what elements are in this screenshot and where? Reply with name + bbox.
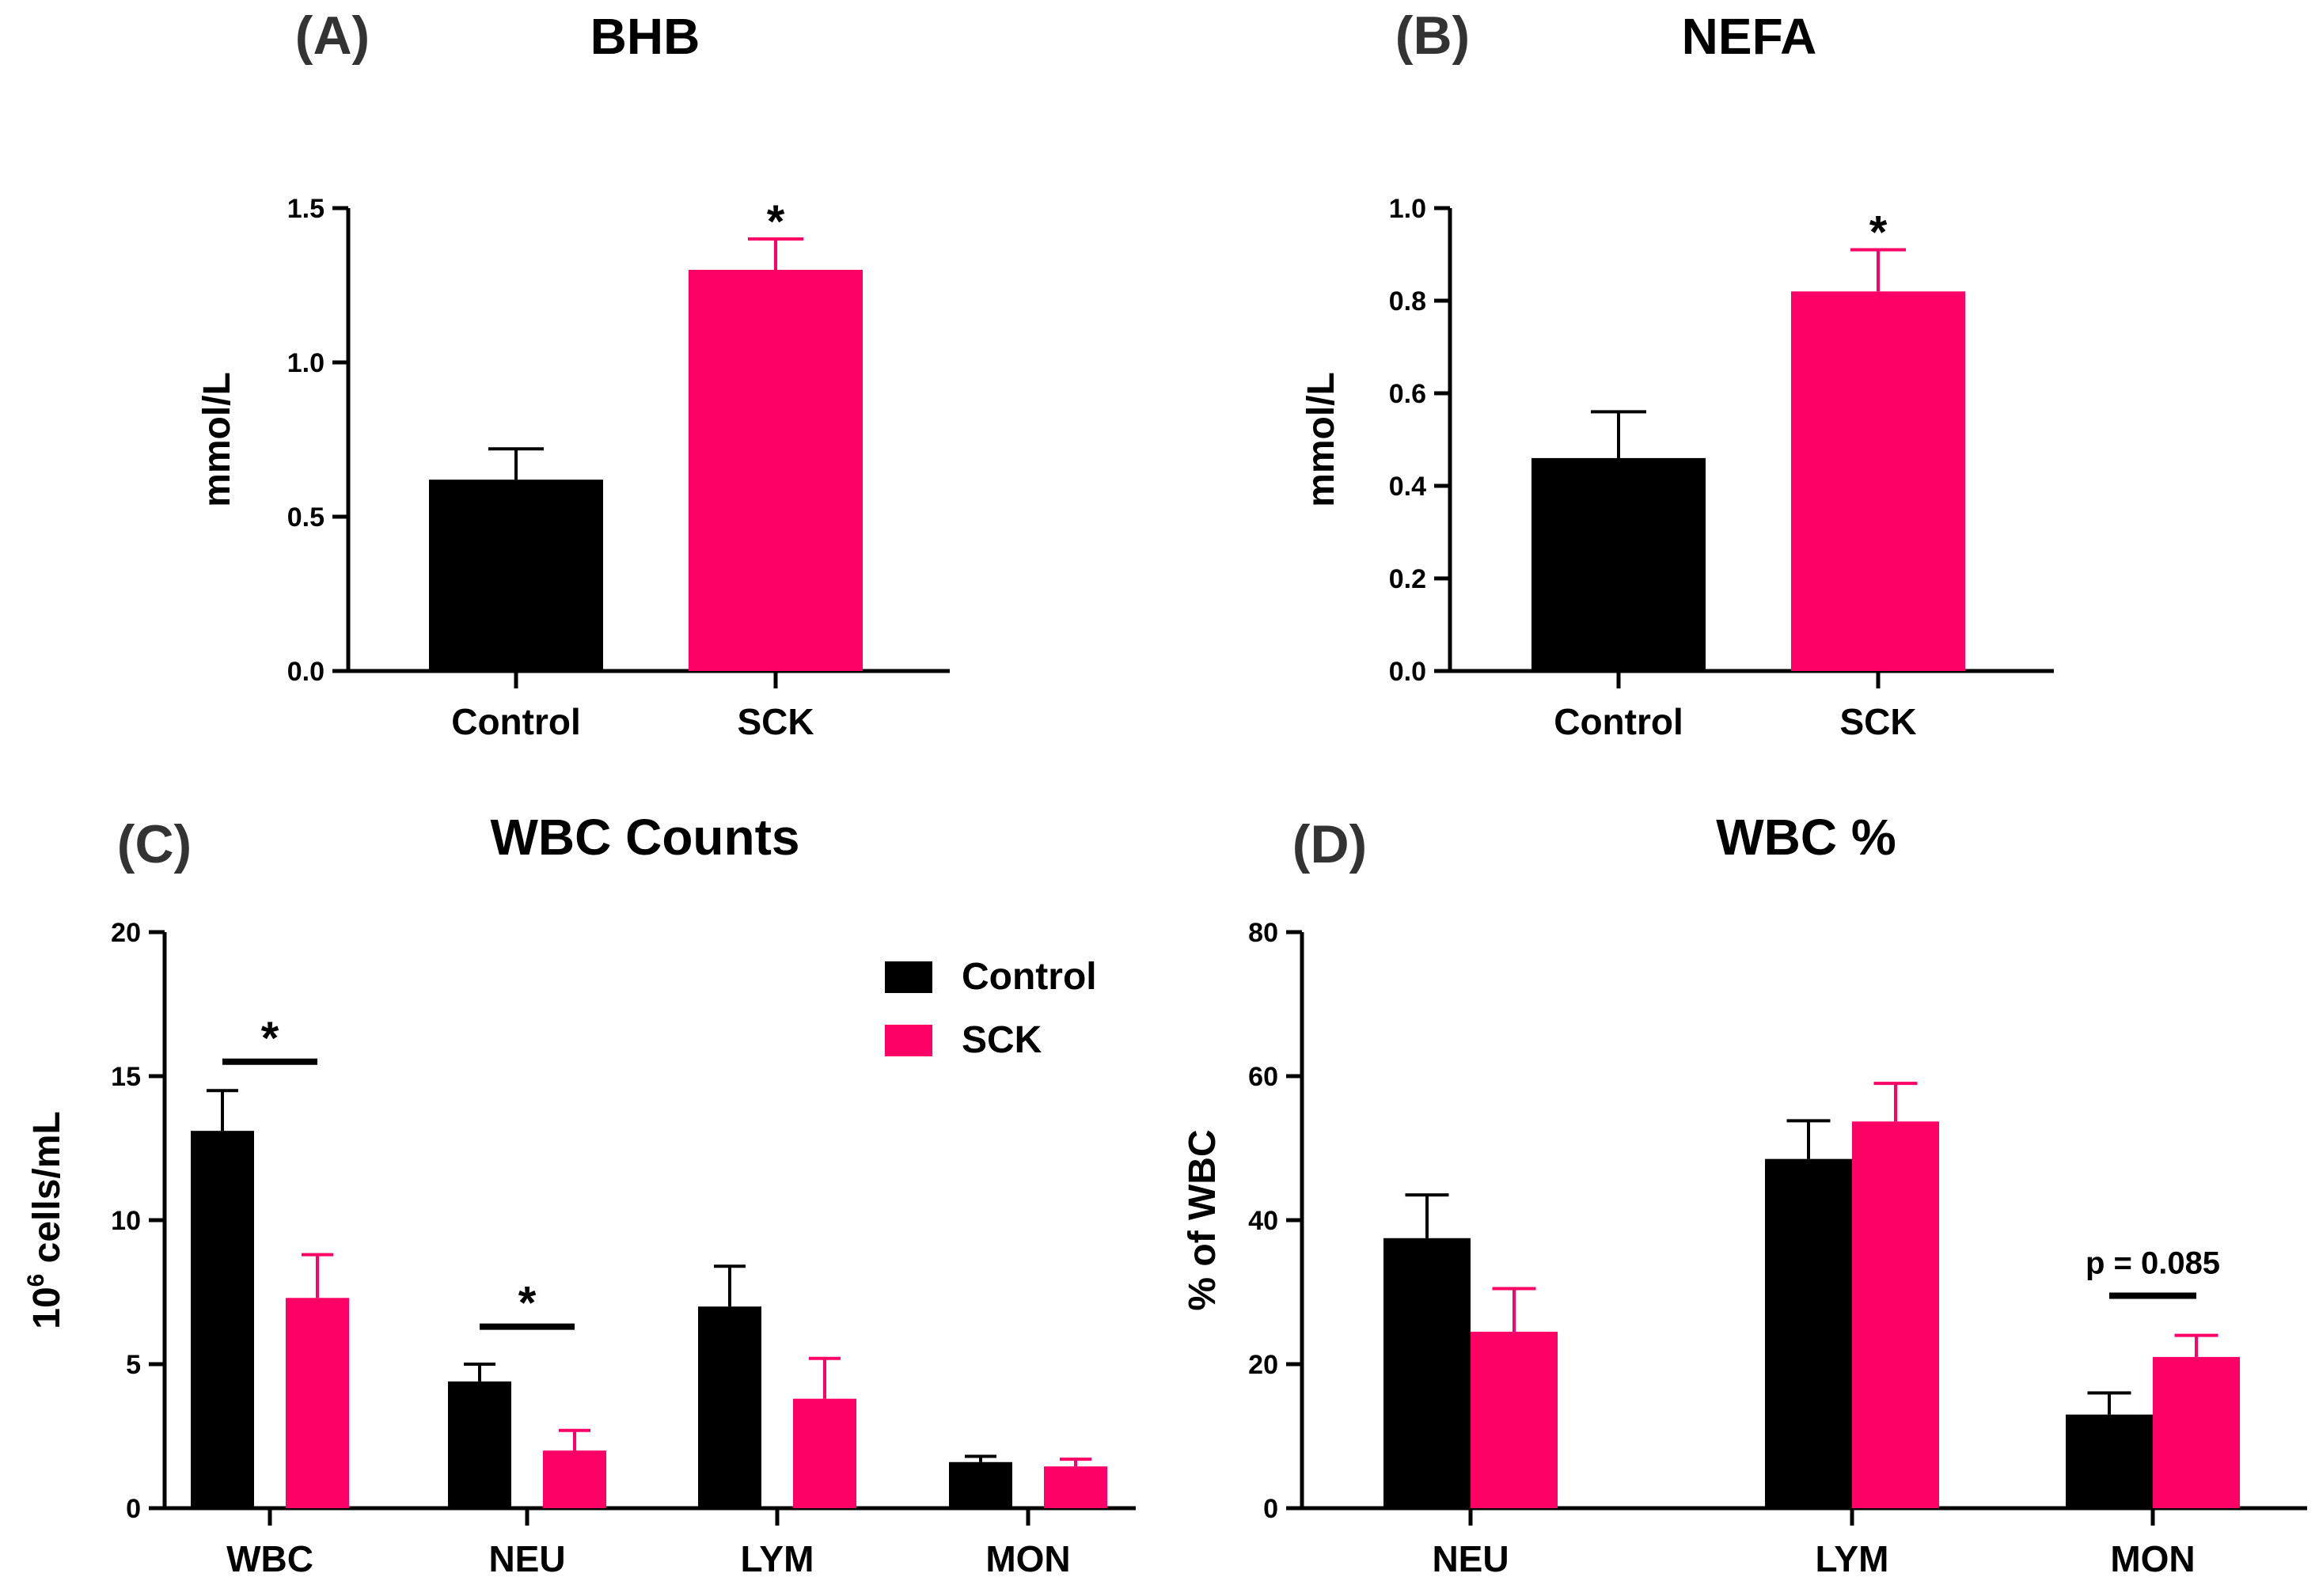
y-tick-label: 0.2 xyxy=(1389,564,1426,594)
chart-title: WBC Counts xyxy=(490,809,799,866)
x-tick-label: SCK xyxy=(737,701,814,742)
bar-control-neu xyxy=(448,1381,511,1508)
y-tick-label: 0.8 xyxy=(1389,286,1426,317)
panel-a: (A) BHB 0.0 0.5 1.0 1.5 mmol/L Control SCK * xyxy=(196,6,950,742)
y-tick-label: 15 xyxy=(111,1062,141,1092)
x-tick-label: WBC xyxy=(226,1538,313,1579)
bar-control-lym xyxy=(698,1306,761,1508)
significance-star: * xyxy=(767,196,785,248)
p-value-label: p = 0.085 xyxy=(2086,1246,2220,1281)
y-tick-label: 40 xyxy=(1248,1206,1278,1236)
y-tick-label: 60 xyxy=(1248,1062,1278,1092)
legend: Control SCK xyxy=(885,956,1097,1061)
bar-sck-neu xyxy=(1471,1332,1558,1508)
bar-sck-lym xyxy=(793,1398,856,1508)
y-axis-label: % of WBC xyxy=(1182,1129,1224,1310)
y-axis-label: mmol/L xyxy=(1300,372,1342,507)
panel-label: (A) xyxy=(295,6,370,66)
significance-star: * xyxy=(1869,207,1888,259)
y-tick-label: 1.0 xyxy=(1389,194,1426,224)
y-tick-label: 0 xyxy=(1263,1494,1278,1524)
x-tick-label: MON xyxy=(985,1538,1070,1579)
y-tick-label: 20 xyxy=(111,918,141,948)
y-axis-label: mmol/L xyxy=(196,372,238,507)
x-tick-label: Control xyxy=(451,701,581,742)
bar-sck-sck xyxy=(689,270,863,671)
bar-control-lym xyxy=(1765,1158,1852,1508)
y-tick-label: 0.0 xyxy=(287,657,325,687)
y-tick-label: 20 xyxy=(1248,1350,1278,1380)
legend-swatch-sck xyxy=(885,1025,932,1056)
legend-label-sck: SCK xyxy=(962,1019,1042,1061)
x-tick-label: MON xyxy=(2110,1538,2195,1579)
y-tick-label: 0.4 xyxy=(1389,472,1426,502)
bar-control-control xyxy=(1531,457,1706,671)
y-axis-label-unit: cells/mL xyxy=(26,1111,68,1273)
bar-sck-mon xyxy=(2153,1356,2240,1508)
y-tick-label: 0 xyxy=(126,1494,141,1524)
bar-sck-wbc xyxy=(286,1298,349,1508)
legend-swatch-control xyxy=(885,961,932,993)
bar-control-neu xyxy=(1383,1238,1471,1508)
y-tick-label: 1.0 xyxy=(287,348,325,378)
x-tick-label: SCK xyxy=(1839,701,1916,742)
y-tick-label: 1.5 xyxy=(287,194,325,224)
bar-control-mon xyxy=(2066,1414,2153,1508)
bar-sck-sck xyxy=(1791,291,1965,671)
x-tick-label: LYM xyxy=(741,1538,814,1579)
y-axis-label: 106 cells/mL xyxy=(23,1111,68,1329)
bar-control-control xyxy=(429,480,603,671)
chart-title: NEFA xyxy=(1682,8,1817,65)
y-tick-label: 0.5 xyxy=(287,502,325,533)
panel-label: (C) xyxy=(117,814,192,874)
panel-b: (B) NEFA 0.0 0.2 0.4 0.6 0.8 1.0 mmol/L Control SC… xyxy=(1300,6,2054,742)
significance-star: * xyxy=(261,1013,279,1064)
panel-label: (B) xyxy=(1395,6,1470,66)
chart-title: WBC % xyxy=(1716,809,1896,866)
x-tick-label: NEU xyxy=(1432,1538,1509,1579)
bar-sck-mon xyxy=(1044,1466,1107,1508)
y-tick-label: 10 xyxy=(111,1206,141,1236)
y-tick-label: 0.0 xyxy=(1389,657,1426,687)
bar-control-wbc xyxy=(191,1131,254,1508)
y-tick-label: 0.6 xyxy=(1389,379,1426,409)
significance-star: * xyxy=(518,1278,537,1329)
bar-sck-neu xyxy=(543,1450,606,1508)
legend-label-control: Control xyxy=(962,956,1097,998)
x-tick-label: NEU xyxy=(488,1538,565,1579)
x-tick-label: Control xyxy=(1554,701,1683,742)
panel-label: (D) xyxy=(1292,814,1367,874)
bar-sck-lym xyxy=(1852,1121,1939,1508)
chart-title: BHB xyxy=(590,8,700,65)
y-tick-label: 80 xyxy=(1248,918,1278,948)
x-tick-label: LYM xyxy=(1816,1538,1889,1579)
bar-control-mon xyxy=(949,1461,1012,1508)
y-axis-label-base: 10 xyxy=(26,1287,68,1329)
panel-d: (D) WBC % 0 20 40 60 80 % of WBC NEU LYM MON p = 0.… xyxy=(1182,809,2307,1579)
y-axis-label-sup: 6 xyxy=(23,1274,49,1287)
y-tick-label: 5 xyxy=(126,1350,141,1380)
